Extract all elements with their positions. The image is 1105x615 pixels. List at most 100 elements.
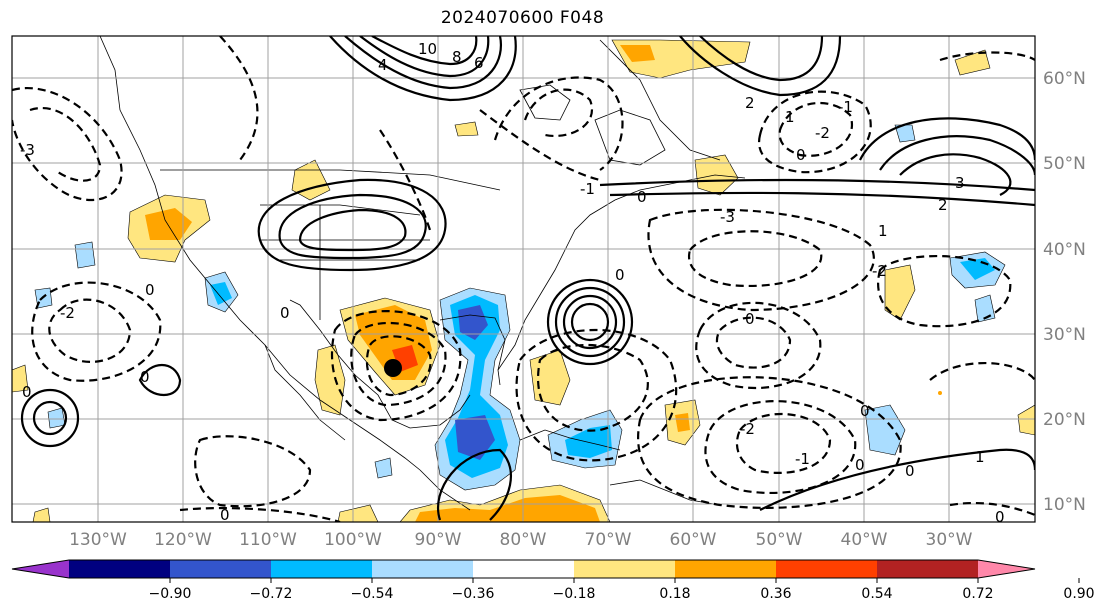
- contour-label: 0: [745, 310, 755, 328]
- colorbar-segment: [877, 560, 979, 578]
- lat-label: 30°N: [1043, 325, 1086, 345]
- lon-label: 50°W: [756, 530, 803, 550]
- colorbar-outline: [11, 559, 1036, 579]
- contour-label: 0: [637, 188, 647, 206]
- colorbar-segment: [170, 560, 272, 578]
- shade-lightblue: [864, 404, 906, 456]
- contour-label: 0: [905, 462, 915, 480]
- colorbar-tick-label: 0.18: [659, 586, 690, 602]
- lat-label: 50°N: [1043, 154, 1086, 174]
- colorbar-tick-label: −0.36: [452, 586, 495, 602]
- shade-yellow: [454, 121, 479, 137]
- colorbar-tick-label: −0.18: [553, 586, 596, 602]
- map-title: 2024070600 F048: [440, 8, 605, 28]
- colorbar-tick-label: 0.90: [1063, 586, 1094, 602]
- shade-orange: [145, 208, 192, 240]
- colorbar-segment: [776, 560, 878, 578]
- lat-axis: 60°N 50°N 40°N 30°N 20°N 10°N: [1043, 69, 1086, 515]
- colorbar-tick-label: 0.72: [962, 586, 993, 602]
- shade-yellow: [1017, 404, 1035, 436]
- colorbar-tick-label: 0.54: [861, 586, 892, 602]
- lat-label: 40°N: [1043, 240, 1086, 260]
- shade-yellow: [337, 504, 379, 522]
- lon-label: 120°W: [154, 530, 212, 550]
- shade-yellow: [314, 344, 346, 416]
- contour-label: 2: [745, 94, 755, 112]
- colorbar-segment: [574, 560, 676, 578]
- shade-cyan: [210, 282, 232, 305]
- contour-label: 0: [860, 402, 870, 420]
- contour-label: 8: [452, 48, 462, 66]
- lon-label: 100°W: [324, 530, 382, 550]
- shade-orange: [415, 495, 600, 522]
- contour-label: -3: [720, 208, 735, 226]
- colorbar-segment: [473, 560, 575, 578]
- graticule: [12, 36, 1035, 522]
- lon-label: 70°W: [585, 530, 632, 550]
- contour-label: -2: [872, 262, 887, 280]
- contour-label: 0: [855, 456, 865, 474]
- contour-label: 1: [785, 108, 795, 126]
- contour-label: 6: [474, 54, 484, 72]
- contour-label: 10: [418, 40, 437, 58]
- shade-yellow: [884, 264, 916, 321]
- contour-label: 0: [22, 383, 32, 401]
- contour-label: 0: [145, 281, 155, 299]
- lon-axis: 130°W 120°W 110°W 100°W 90°W 80°W 70°W 6…: [69, 530, 973, 550]
- contour-label: -2: [60, 304, 75, 322]
- lon-label: 110°W: [239, 530, 297, 550]
- map-border: [11, 35, 1036, 523]
- colorbar-segment: [271, 560, 373, 578]
- contour-label: -1: [795, 450, 810, 468]
- lon-label: 80°W: [500, 530, 547, 550]
- shade-orange: [675, 413, 690, 432]
- contour-label: -1: [580, 180, 595, 198]
- shade-orange: [620, 45, 655, 62]
- colorbar-segment: [675, 560, 777, 578]
- storm-center-marker: [384, 359, 402, 377]
- lon-label: 40°W: [841, 530, 888, 550]
- colorbar-extend-low: [12, 560, 69, 578]
- shade-yellow: [12, 364, 29, 393]
- lon-label: 90°W: [415, 530, 462, 550]
- lon-label: 30°W: [926, 530, 973, 550]
- contour-label: 0: [796, 146, 806, 164]
- contour-label: 1: [975, 448, 985, 466]
- lon-label: 130°W: [69, 530, 127, 550]
- contour-label: 1: [878, 222, 888, 240]
- colorbar-segment: [69, 560, 171, 578]
- shade-yellow: [32, 507, 51, 522]
- shade-blue: [455, 415, 495, 460]
- shade-yellow: [954, 49, 991, 76]
- colorbar-segment: [372, 560, 474, 578]
- contour-label: -2: [740, 420, 755, 438]
- contour-label: 0: [220, 506, 230, 524]
- colorbar-tick-label: −0.54: [351, 586, 394, 602]
- lat-label: 60°N: [1043, 69, 1086, 89]
- contour-label: 0: [140, 368, 150, 386]
- lat-label: 20°N: [1043, 410, 1086, 430]
- contour-layer: [12, 36, 1035, 522]
- colorbar-tick-label: −0.72: [250, 586, 293, 602]
- shade-cyan: [565, 425, 612, 458]
- colorbar-extend-high: [978, 560, 1035, 578]
- lat-label: 10°N: [1043, 495, 1086, 515]
- contour-label: 0: [280, 304, 290, 322]
- contour-label: -3: [20, 141, 35, 159]
- contour-label: 3: [955, 174, 965, 192]
- shade-lightblue: [47, 407, 66, 429]
- contour-labels: 10 8 6 4 3 2 2 1 1 1 0 0 0 0 0 0 0 0 0 0…: [20, 40, 1005, 526]
- lon-label: 60°W: [670, 530, 717, 550]
- colorbar-tick-label: 0.36: [760, 586, 791, 602]
- colorbar-tick-label: −0.90: [149, 586, 192, 602]
- contour-label: -1: [838, 98, 853, 116]
- shade-blue: [458, 305, 488, 340]
- shading-layer: [12, 39, 1035, 522]
- colorbar: −0.90 −0.72 −0.54 −0.36 −0.18 0.18 0.36 0.54 0.7…: [11, 559, 1095, 602]
- contour-label: -2: [815, 124, 830, 142]
- contour-label: 0: [995, 508, 1005, 526]
- shade-lightblue: [374, 457, 393, 479]
- storm-small-marker: [938, 391, 942, 395]
- contour-label: 0: [615, 266, 625, 284]
